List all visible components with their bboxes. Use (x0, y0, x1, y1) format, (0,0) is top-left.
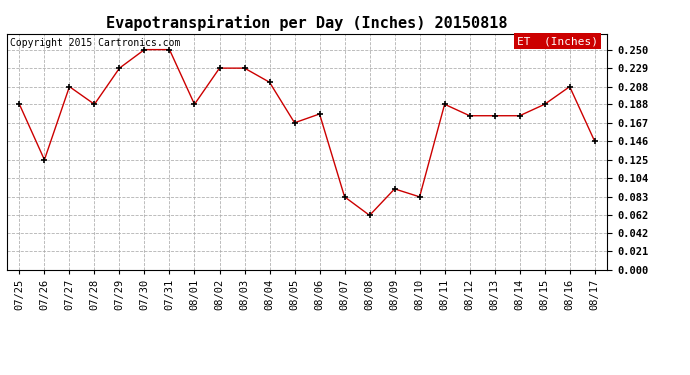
Text: ET  (Inches): ET (Inches) (518, 36, 598, 46)
Title: Evapotranspiration per Day (Inches) 20150818: Evapotranspiration per Day (Inches) 2015… (106, 15, 508, 31)
Text: Copyright 2015 Cartronics.com: Copyright 2015 Cartronics.com (10, 39, 180, 48)
